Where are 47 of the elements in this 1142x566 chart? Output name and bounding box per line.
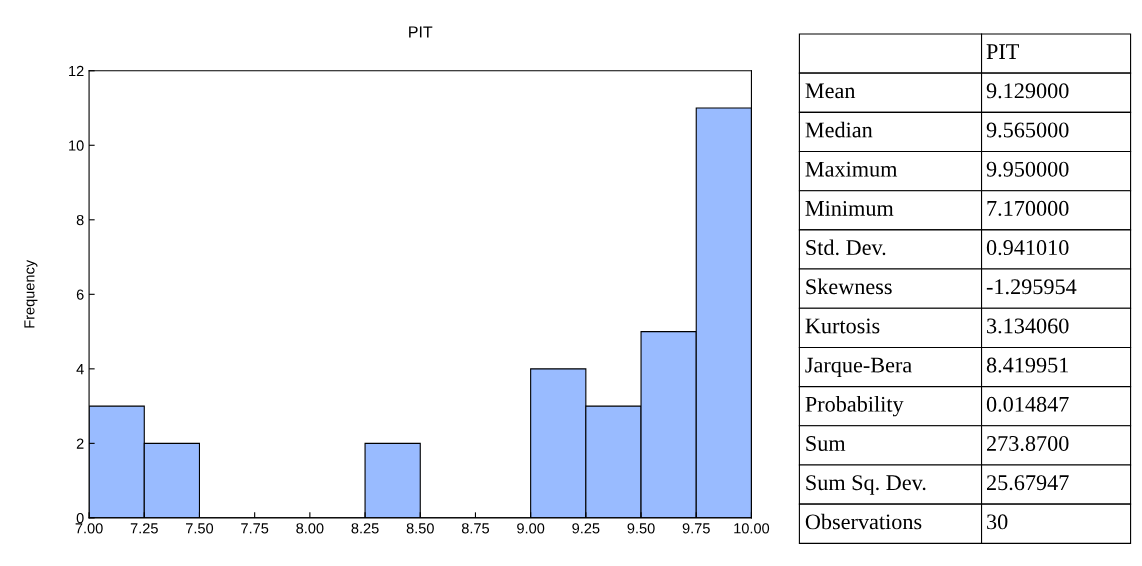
text: 8.419951 xyxy=(986,357,1069,373)
text: 0.941010 xyxy=(986,240,1069,256)
text: -1.295954 xyxy=(986,279,1077,295)
y-tick-label: 4 xyxy=(76,364,84,375)
category-label: Std. Dev. xyxy=(806,239,886,256)
x-tick-label: 8.75 xyxy=(461,523,490,534)
category-label: Sum xyxy=(806,436,846,451)
category-label: Mean xyxy=(805,83,856,99)
x-tick-label: 10.00 xyxy=(734,523,770,534)
x-tick-label: 7.00 xyxy=(75,523,103,534)
category-label: Skewness xyxy=(806,278,892,295)
x-tick-label: 7.25 xyxy=(130,523,158,534)
x-tick-label: 9.75 xyxy=(682,523,710,534)
y-tick-label: 8 xyxy=(76,214,84,226)
text: 7.170000 xyxy=(987,200,1069,216)
x-tick-label: 7.75 xyxy=(241,523,269,534)
text: 273.8700 xyxy=(987,435,1069,452)
text: 9.950000 xyxy=(986,161,1069,177)
y-tick-label: 12 xyxy=(69,65,84,77)
text: 9.565000 xyxy=(986,122,1069,138)
y-axis-title: Frequency xyxy=(24,259,38,328)
category-label: Sum Sq. Dev. xyxy=(806,475,926,495)
text: 9.129000 xyxy=(986,83,1069,99)
x-tick-label: 9.00 xyxy=(517,523,545,534)
x-tick-label: 9.50 xyxy=(627,523,655,534)
text: PIT xyxy=(986,44,1019,59)
category-label: Probability xyxy=(805,396,904,417)
y-tick-label: 2 xyxy=(76,438,84,449)
x-tick-label: 7.50 xyxy=(186,523,214,534)
y-tick-label: 6 xyxy=(76,289,84,300)
category-label: Median xyxy=(805,121,873,138)
text: 0.014847 xyxy=(986,396,1069,412)
chart-title: PIT xyxy=(409,26,433,38)
category-label: Kurtosis xyxy=(805,318,880,334)
text: 30 xyxy=(987,514,1008,530)
x-tick-label: 8.50 xyxy=(406,523,434,534)
x-tick-label: 8.00 xyxy=(296,523,324,534)
category-label: Jarque-Bera xyxy=(805,357,912,378)
category-label: Maximum xyxy=(805,161,898,177)
category-label: Minimum xyxy=(805,200,894,216)
text: 25.67947 xyxy=(987,475,1069,491)
y-tick-label: 10 xyxy=(69,140,84,151)
x-tick-label: 9.25 xyxy=(572,523,600,534)
x-tick-label: 8.25 xyxy=(351,523,379,534)
text: 3.134060 xyxy=(987,318,1069,334)
y-tick-label: 0 xyxy=(76,512,84,524)
category-label: Observations xyxy=(805,513,922,530)
